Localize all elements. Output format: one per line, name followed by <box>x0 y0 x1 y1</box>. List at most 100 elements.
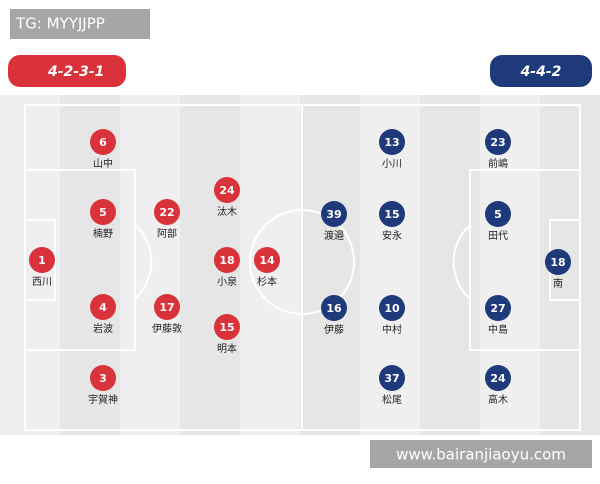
player-number: 4 <box>99 301 107 314</box>
player-number: 15 <box>384 208 399 221</box>
player-number: 6 <box>99 136 107 149</box>
player-badge <box>321 201 347 227</box>
player: 39 渡邉 <box>321 201 347 242</box>
player-name: 安永 <box>382 229 402 242</box>
player-name: 中島 <box>488 323 508 336</box>
player-name: 小川 <box>382 158 402 170</box>
player-badge <box>485 295 511 321</box>
player-name: 汰木 <box>217 205 237 218</box>
player-badge <box>379 365 405 391</box>
player: 24 高木 <box>485 365 511 406</box>
player-badge <box>154 199 180 225</box>
player: 37 松尾 <box>379 365 405 406</box>
player-badge <box>485 365 511 391</box>
player-name: 松尾 <box>382 393 402 406</box>
player-name: 前嶋 <box>488 157 508 170</box>
player: 22 阿部 <box>154 199 180 240</box>
player-number: 13 <box>384 136 399 149</box>
player: 5 楠野 <box>90 199 116 240</box>
player-badge <box>254 247 280 273</box>
player-number: 3 <box>99 372 107 385</box>
player: 24 汰木 <box>214 177 240 218</box>
player: 18 南 <box>545 249 571 290</box>
player-name: 高木 <box>488 393 508 406</box>
player-number: 1 <box>38 254 46 267</box>
home-formation-pill <box>8 55 126 87</box>
player-number: 16 <box>326 302 342 315</box>
player-name: 阿部 <box>157 227 177 240</box>
player: 18 小泉 <box>214 247 240 288</box>
player-badge <box>29 247 55 273</box>
watermark-top: TG: MYYJJPP <box>15 15 105 33</box>
player-name: 小泉 <box>217 275 237 288</box>
player-number: 37 <box>384 372 399 385</box>
player-number: 22 <box>159 206 174 219</box>
player-name: 渡邉 <box>324 229 344 242</box>
player-name: 伊藤敦 <box>152 322 182 335</box>
away-formation: 4-4-2 <box>520 64 562 80</box>
watermark-box <box>10 9 150 39</box>
player: 15 明本 <box>214 314 240 355</box>
player-badge <box>485 129 511 155</box>
player-number: 14 <box>259 254 275 267</box>
player-badge <box>379 295 405 321</box>
player: 15 安永 <box>379 201 405 242</box>
player-name: 宇賀神 <box>88 393 118 406</box>
player-number: 39 <box>326 208 341 221</box>
player-name: 西川 <box>32 277 52 288</box>
watermark-bottom: www.bairanjiaoyu.com <box>396 446 566 464</box>
player-name: 杉本 <box>257 275 277 288</box>
player-badge <box>379 129 405 155</box>
player: 3 宇賀神 <box>88 365 118 406</box>
watermark-box <box>370 440 592 468</box>
player-number: 18 <box>550 256 565 269</box>
player-name: 明本 <box>217 342 237 355</box>
player: 17 伊藤敦 <box>152 294 182 335</box>
player-badge <box>154 294 180 320</box>
player-number: 23 <box>490 136 505 149</box>
player-number: 18 <box>219 254 234 267</box>
player: 6 山中 <box>90 129 116 170</box>
player-badge <box>90 199 116 225</box>
player-number: 5 <box>494 208 502 221</box>
player: 4 岩波 <box>90 294 116 335</box>
player-number: 15 <box>219 321 234 334</box>
player: 14 杉本 <box>254 247 280 288</box>
player: 16 伊藤 <box>321 295 347 336</box>
stripe <box>300 95 360 435</box>
player-name: 中村 <box>382 323 402 336</box>
player-badge <box>90 294 116 320</box>
player-number: 5 <box>99 206 107 219</box>
player: 23 前嶋 <box>485 129 511 170</box>
player-badge <box>321 295 347 321</box>
player-badge <box>90 129 116 155</box>
player-name: 山中 <box>93 157 113 170</box>
player-name: 伊藤 <box>324 324 344 336</box>
player-number: 24 <box>490 372 506 385</box>
player: 27 中島 <box>485 295 511 336</box>
player-number: 24 <box>219 184 235 197</box>
player: 5 田代 <box>485 201 511 242</box>
player: 1 西川 <box>29 247 55 288</box>
player-badge <box>545 249 571 275</box>
player-badge <box>214 314 240 340</box>
home-formation: 4-2-3-1 <box>47 64 104 80</box>
player-badge <box>214 247 240 273</box>
away-formation-pill <box>490 55 592 87</box>
player-name: 楠野 <box>93 227 113 240</box>
player-number: 10 <box>384 302 400 315</box>
player-badge <box>485 201 511 227</box>
player: 10 中村 <box>379 295 405 336</box>
player: 13 小川 <box>379 129 405 170</box>
pitch-lines <box>24 104 581 431</box>
player-name: 南 <box>553 277 563 290</box>
player-badge <box>90 365 116 391</box>
player-number: 27 <box>490 302 505 315</box>
player-name: 田代 <box>488 230 508 242</box>
player-name: 岩波 <box>93 322 113 335</box>
player-number: 17 <box>159 301 174 314</box>
player-badge <box>379 201 405 227</box>
player-badge <box>214 177 240 203</box>
